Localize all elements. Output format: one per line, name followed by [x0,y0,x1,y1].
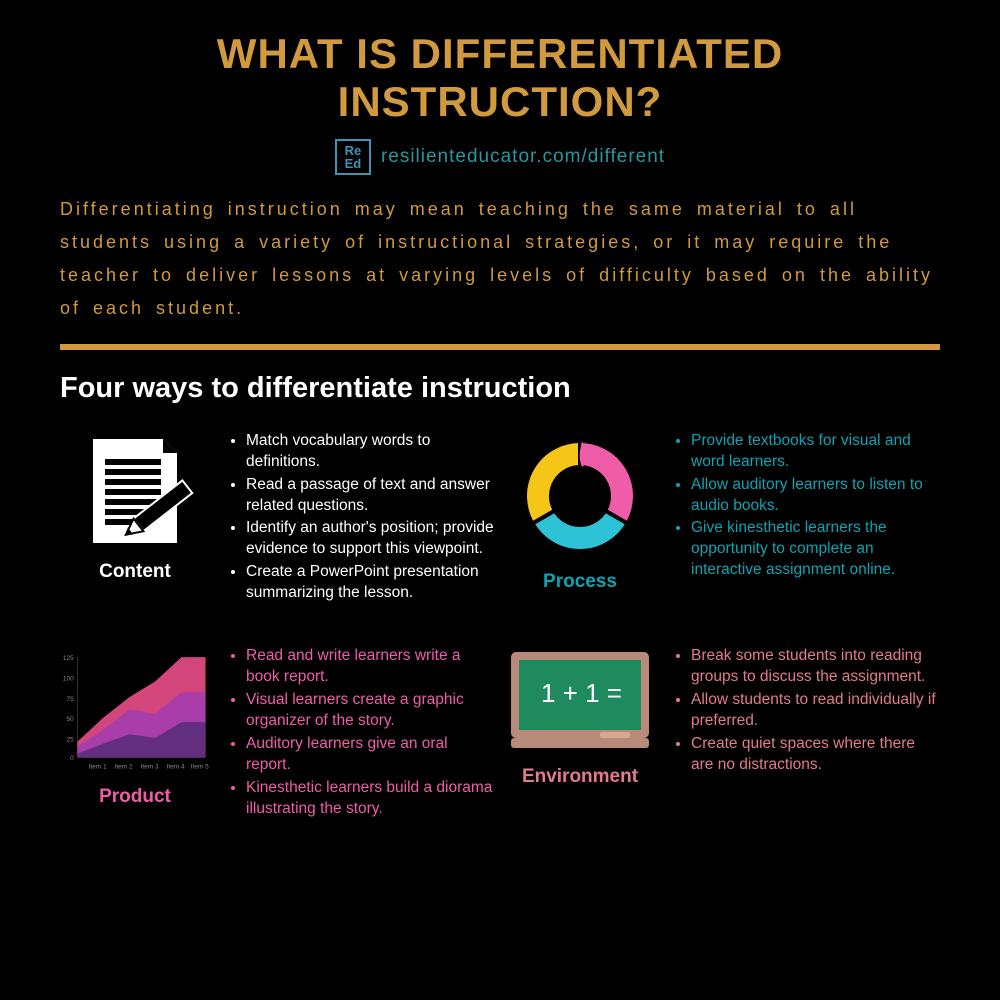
list-item: Give kinesthetic learners the opportunit… [691,518,940,581]
reed-logo: Re Ed [335,139,371,175]
page-title: WHAT IS DIFFERENTIATED INSTRUCTION? [60,30,940,127]
environment-list: Break some students into reading groups … [673,646,940,778]
subheading: Four ways to differentiate instruction [60,372,940,405]
list-item: Auditory learners give an oral report. [246,734,495,776]
section-product: 125 100 75 50 25 0 Item 1 Item 2 Item 3 … [60,646,495,821]
svg-text:Item 2: Item 2 [115,764,133,771]
divider-bar [60,344,940,350]
logo-line-1: Re [345,144,362,157]
source-row: Re Ed resilienteducator.com/different [60,139,940,175]
list-item: Visual learners create a graphic organiz… [246,690,495,732]
list-item: Kinesthetic learners build a diorama ill… [246,778,495,820]
donut-chart-icon [515,431,645,561]
svg-text:125: 125 [63,655,74,662]
svg-text:Item 5: Item 5 [191,764,209,771]
list-item: Break some students into reading groups … [691,646,940,688]
section-process: Process Provide textbooks for visual and… [505,431,940,606]
section-content: Content Match vocabulary words to defini… [60,431,495,606]
list-item: Provide textbooks for visual and word le… [691,431,940,473]
list-item: Match vocabulary words to definitions. [246,431,495,473]
svg-text:75: 75 [66,696,74,703]
svg-text:50: 50 [66,716,74,723]
section-environment: 1 + 1 = Environment Break some students … [505,646,940,821]
source-url: resilienteducator.com/different [381,146,665,168]
process-list: Provide textbooks for visual and word le… [673,431,940,583]
product-list: Read and write learners write a book rep… [228,646,495,821]
intro-paragraph: Differentiating instruction may mean tea… [60,193,940,326]
sections-grid: Content Match vocabulary words to defini… [60,431,940,822]
document-pencil-icon [75,431,195,551]
logo-line-2: Ed [345,157,362,170]
list-item: Read and write learners write a book rep… [246,646,495,688]
list-item: Allow auditory learners to listen to aud… [691,475,940,517]
svg-text:100: 100 [63,676,74,683]
list-item: Allow students to read individually if p… [691,690,940,732]
board-text: 1 + 1 = [541,678,622,708]
list-item: Create quiet spaces where there are no d… [691,734,940,776]
process-label: Process [543,571,617,593]
chalkboard-icon: 1 + 1 = [505,646,655,756]
environment-label: Environment [522,766,638,788]
svg-text:Item 4: Item 4 [167,764,185,771]
content-list: Match vocabulary words to definitions.Re… [228,431,495,606]
list-item: Identify an author's position; provide e… [246,518,495,560]
svg-text:Item 3: Item 3 [141,764,159,771]
list-item: Create a PowerPoint presentation summari… [246,562,495,604]
content-label: Content [99,561,171,583]
list-item: Read a passage of text and answer relate… [246,475,495,517]
product-label: Product [99,786,171,808]
svg-text:0: 0 [70,755,74,762]
svg-text:25: 25 [66,737,74,744]
svg-text:Item 1: Item 1 [89,764,107,771]
area-chart-icon: 125 100 75 50 25 0 Item 1 Item 2 Item 3 … [60,646,210,776]
